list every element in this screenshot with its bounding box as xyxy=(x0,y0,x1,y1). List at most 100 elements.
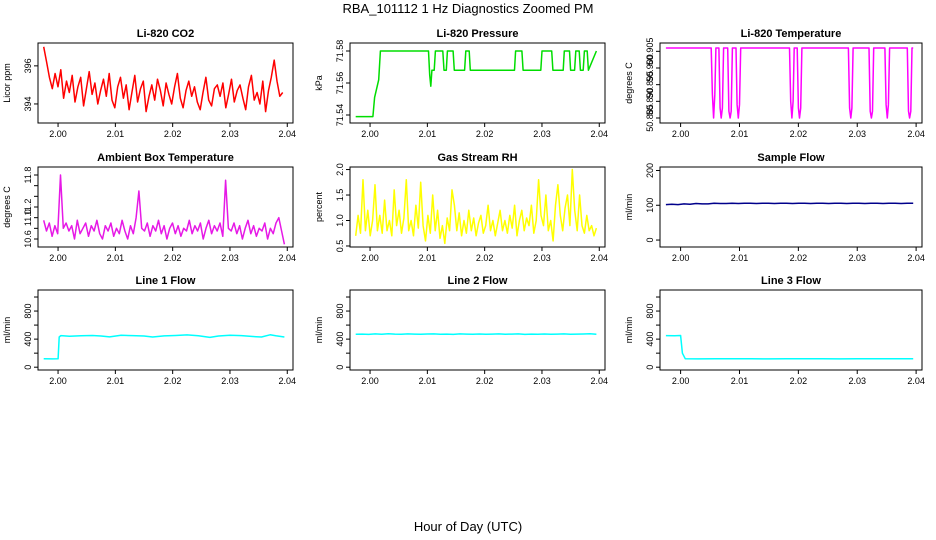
y-tick-label: 50.905 xyxy=(645,38,655,66)
y-tick-label: 0 xyxy=(23,365,33,370)
x-tick-label: 2.01 xyxy=(107,376,125,386)
x-tick-label: 2.04 xyxy=(907,376,925,386)
series-line xyxy=(42,174,286,245)
y-tick-label: 0 xyxy=(645,238,655,243)
x-tick-label: 2.00 xyxy=(361,253,379,263)
y-tick-label: 1.5 xyxy=(335,189,345,202)
x-tick-label: 2.03 xyxy=(533,253,551,263)
plot-frame xyxy=(659,42,923,124)
y-axis-label: percent xyxy=(314,191,324,222)
y-tick-label: 50.895 xyxy=(645,71,655,99)
plot-frame xyxy=(659,289,923,371)
y-tick-label: 11.2 xyxy=(23,199,33,216)
panel-title: Line 1 Flow xyxy=(136,275,196,287)
y-tick-label: 100 xyxy=(645,198,655,213)
x-tick-label: 2.00 xyxy=(49,129,67,139)
x-tick-label: 2.03 xyxy=(221,376,239,386)
x-tick-label: 2.03 xyxy=(848,376,866,386)
x-tick-label: 2.02 xyxy=(164,376,182,386)
y-tick-label: 400 xyxy=(335,332,345,347)
y-axis-label: degrees C xyxy=(624,62,634,104)
series-line xyxy=(665,334,914,360)
x-tick-label: 2.03 xyxy=(533,129,551,139)
x-tick-label: 2.04 xyxy=(279,253,297,263)
y-tick-label: 71.58 xyxy=(335,40,345,63)
y-axis-label: ml/min xyxy=(314,317,324,344)
y-axis-label: ml/min xyxy=(2,317,12,344)
panel-9: Line 3 Flow 2.00 2.01 2.02 2.03 2.04 0 400 800 ml… xyxy=(624,275,925,386)
y-tick-label: 800 xyxy=(335,304,345,319)
plot-frame xyxy=(349,289,606,371)
y-tick-label: 50.900 xyxy=(645,54,655,82)
x-tick-label: 2.03 xyxy=(221,129,239,139)
y-tick-label: 400 xyxy=(23,332,33,347)
y-tick-label: 2.0 xyxy=(335,163,345,176)
y-tick-label: 50.885 xyxy=(645,104,655,132)
panel-8: Line 2 Flow 2.00 2.01 2.02 2.03 2.04 0 400 800 ml… xyxy=(314,275,608,386)
x-tick-label: 2.04 xyxy=(591,253,609,263)
x-tick-label: 2.02 xyxy=(164,129,182,139)
y-tick-label: 400 xyxy=(645,332,655,347)
x-tick-label: 2.00 xyxy=(49,253,67,263)
x-tick-label: 2.01 xyxy=(419,253,437,263)
panel-2: Li-820 Pressure 2.00 2.01 2.02 2.03 2.04 71.54… xyxy=(314,28,608,139)
panel-title: Line 2 Flow xyxy=(448,275,508,287)
x-tick-label: 2.00 xyxy=(361,129,379,139)
x-tick-label: 2.01 xyxy=(107,253,125,263)
panel-title: Sample Flow xyxy=(757,152,825,164)
plot-frame xyxy=(349,166,606,248)
series-line xyxy=(42,46,284,113)
panel-3: Li-820 Temperature 2.00 2.01 2.02 2.03 2.04 50… xyxy=(624,28,925,139)
y-tick-label: 0.5 xyxy=(335,240,345,253)
panel-7: Line 1 Flow 2.00 2.01 2.02 2.03 2.04 0 400 800 ml… xyxy=(2,275,296,386)
x-tick-label: 2.01 xyxy=(731,129,749,139)
panel-title: Ambient Box Temperature xyxy=(97,152,234,164)
x-tick-label: 2.00 xyxy=(672,376,690,386)
x-axis-label: Hour of Day (UTC) xyxy=(414,519,522,534)
x-tick-label: 2.04 xyxy=(907,253,925,263)
y-tick-label: 50.890 xyxy=(645,88,655,116)
x-tick-label: 2.04 xyxy=(591,129,609,139)
y-tick-label: 71.54 xyxy=(335,104,345,127)
x-tick-label: 2.01 xyxy=(731,253,749,263)
y-tick-label: 11.8 xyxy=(23,167,33,184)
y-axis-label: ml/min xyxy=(624,194,634,221)
series-line xyxy=(354,168,598,245)
panel-4: Ambient Box Temperature 2.00 2.01 2.02 2.03 2… xyxy=(2,152,296,263)
x-tick-label: 2.04 xyxy=(591,376,609,386)
y-tick-label: 200 xyxy=(645,163,655,178)
y-axis-label: ml/min xyxy=(624,317,634,344)
plot-frame xyxy=(659,166,923,248)
x-tick-label: 2.04 xyxy=(907,129,925,139)
x-tick-label: 2.02 xyxy=(476,253,494,263)
series-line xyxy=(355,50,598,118)
panel-6: Sample Flow 2.00 2.01 2.02 2.03 2.04 0 100 200 ml… xyxy=(624,152,925,263)
panel-title: Gas Stream RH xyxy=(437,152,517,164)
panel-title: Li-820 Pressure xyxy=(437,28,519,40)
x-tick-label: 2.02 xyxy=(476,376,494,386)
series-line xyxy=(43,334,285,360)
panel-1: Li-820 CO2 2.00 2.01 2.02 2.03 2.04 394 396 Lico… xyxy=(2,28,296,139)
x-tick-label: 2.00 xyxy=(672,253,690,263)
x-tick-label: 2.03 xyxy=(848,253,866,263)
panel-title: Li-820 Temperature xyxy=(741,28,842,40)
x-tick-label: 2.00 xyxy=(49,376,67,386)
y-tick-label: 396 xyxy=(23,58,33,73)
y-tick-label: 0 xyxy=(645,365,655,370)
x-tick-label: 2.02 xyxy=(790,253,808,263)
panel-5: Gas Stream RH 2.00 2.01 2.02 2.03 2.04 0.5 1.0 1… xyxy=(314,152,608,263)
x-tick-label: 2.02 xyxy=(476,129,494,139)
plot-frame xyxy=(37,42,294,124)
x-tick-label: 2.02 xyxy=(790,376,808,386)
x-tick-label: 2.00 xyxy=(361,376,379,386)
panel-title: Line 3 Flow xyxy=(761,275,821,287)
y-tick-label: 11.0 xyxy=(23,209,33,226)
y-tick-label: 394 xyxy=(23,96,33,111)
y-axis-label: kPa xyxy=(314,75,324,91)
plot-frame xyxy=(349,42,606,124)
x-tick-label: 2.04 xyxy=(279,376,297,386)
y-tick-label: 10.6 xyxy=(23,230,33,248)
x-tick-label: 2.03 xyxy=(848,129,866,139)
x-tick-label: 2.01 xyxy=(731,376,749,386)
